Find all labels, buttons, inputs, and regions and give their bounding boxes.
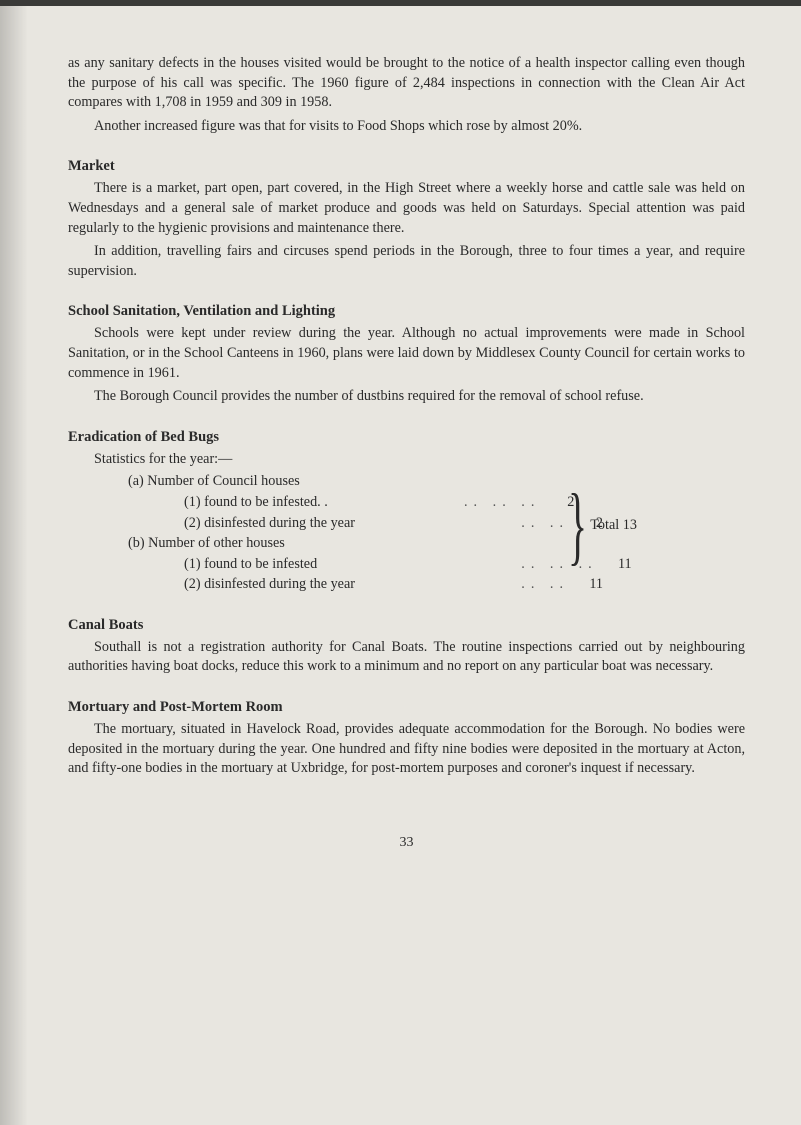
brace-total-group: } Total 13 [568, 471, 637, 579]
market-paragraph-1: There is a market, part open, part cover… [68, 179, 745, 238]
stat-a2-label: (2) disinfested during the year [128, 513, 464, 534]
stat-row-a1: (1) found to be infested. . .. .. .. 2 [128, 492, 745, 513]
leader-dots: .. .. .. [464, 492, 540, 513]
heading-canal: Canal Boats [68, 617, 745, 634]
heading-mortuary: Mortuary and Post-Mortem Room [68, 699, 745, 716]
stat-row-b2: (2) disinfested during the year .. .. 11 [128, 574, 745, 595]
heading-school: School Sanitation, Ventilation and Light… [68, 303, 745, 320]
mortuary-paragraph-1: The mortuary, situated in Havelock Road,… [68, 720, 745, 779]
stat-a1-label: (1) found to be infested. . [128, 492, 464, 513]
leader-dots: .. .. [464, 513, 569, 534]
heading-bedbugs: Eradication of Bed Bugs [68, 429, 745, 446]
stat-row-b1: (1) found to be infested .. .. .. 11 [128, 554, 745, 575]
paragraph-intro-1: as any sanitary defects in the houses vi… [68, 54, 745, 113]
paragraph-intro-2: Another increased figure was that for vi… [68, 117, 745, 137]
canal-paragraph-1: Southall is not a registration authority… [68, 638, 745, 677]
stat-row-a2: (2) disinfested during the year .. .. 2 [128, 513, 745, 534]
stat-row-b: (b) Number of other houses [128, 533, 745, 554]
total-label: Total 13 [590, 515, 637, 536]
page-number: 33 [68, 835, 745, 851]
curly-brace-icon: } [568, 486, 587, 565]
stat-b-label: (b) Number of other houses [128, 533, 438, 554]
school-paragraph-2: The Borough Council provides the number … [68, 387, 745, 407]
stat-row-a: (a) Number of Council houses [128, 471, 745, 492]
school-paragraph-1: Schools were kept under review during th… [68, 324, 745, 383]
market-paragraph-2: In addition, travelling fairs and circus… [68, 242, 745, 281]
stat-a-label: (a) Number of Council houses [128, 471, 438, 492]
heading-market: Market [68, 158, 745, 175]
bedbugs-intro: Statistics for the year:— [94, 450, 745, 470]
document-page: as any sanitary defects in the houses vi… [0, 0, 801, 1125]
stat-b1-label: (1) found to be infested [128, 554, 464, 575]
bedbugs-statistics: } Total 13 (a) Number of Council houses … [128, 471, 745, 595]
stat-b2-label: (2) disinfested during the year [128, 574, 464, 595]
leader-dots: .. .. [464, 574, 569, 595]
